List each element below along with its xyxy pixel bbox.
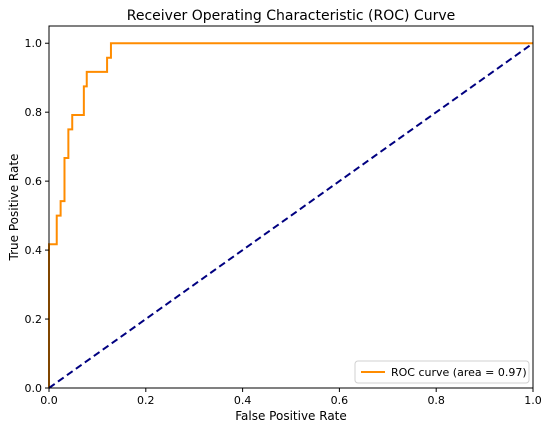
x-tick-label: 0.6	[331, 394, 349, 407]
x-tick-label: 1.0	[524, 394, 542, 407]
x-axis-label: False Positive Rate	[235, 409, 347, 423]
x-tick-label: 0.0	[40, 394, 58, 407]
y-tick-label: 0.6	[25, 175, 43, 188]
series-layer	[48, 42, 534, 389]
y-axis-label: True Positive Rate	[7, 154, 21, 262]
y-tick-label: 1.0	[25, 37, 43, 50]
legend: ROC curve (area = 0.97)	[354, 360, 530, 384]
chance-diagonal-line	[48, 42, 534, 389]
chart-title: Receiver Operating Characteristic (ROC) …	[127, 8, 456, 24]
x-tick-label: 0.2	[137, 394, 155, 407]
plot-frame	[48, 25, 534, 389]
y-axis-ticks: 0.0 0.2 0.4 0.6 0.8 1.0	[25, 37, 49, 395]
y-tick-label: 0.8	[25, 106, 43, 119]
y-tick-label: 0.0	[25, 382, 43, 395]
x-axis-ticks: 0.0 0.2 0.4 0.6 0.8 1.0	[40, 388, 542, 407]
x-tick-label: 0.4	[234, 394, 252, 407]
y-tick-label: 0.2	[25, 313, 43, 326]
y-tick-label: 0.4	[25, 244, 43, 257]
legend-box	[354, 360, 530, 384]
x-tick-label: 0.8	[427, 394, 445, 407]
roc-curve-line	[48, 42, 533, 388]
legend-label-roc: ROC curve (area = 0.97)	[391, 366, 527, 379]
